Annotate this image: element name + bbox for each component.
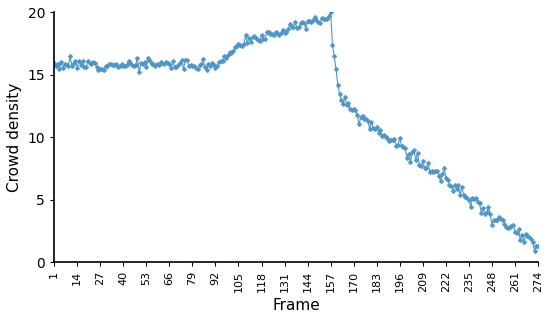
Y-axis label: Crowd density: Crowd density [7,83,22,192]
X-axis label: Frame: Frame [272,298,320,313]
